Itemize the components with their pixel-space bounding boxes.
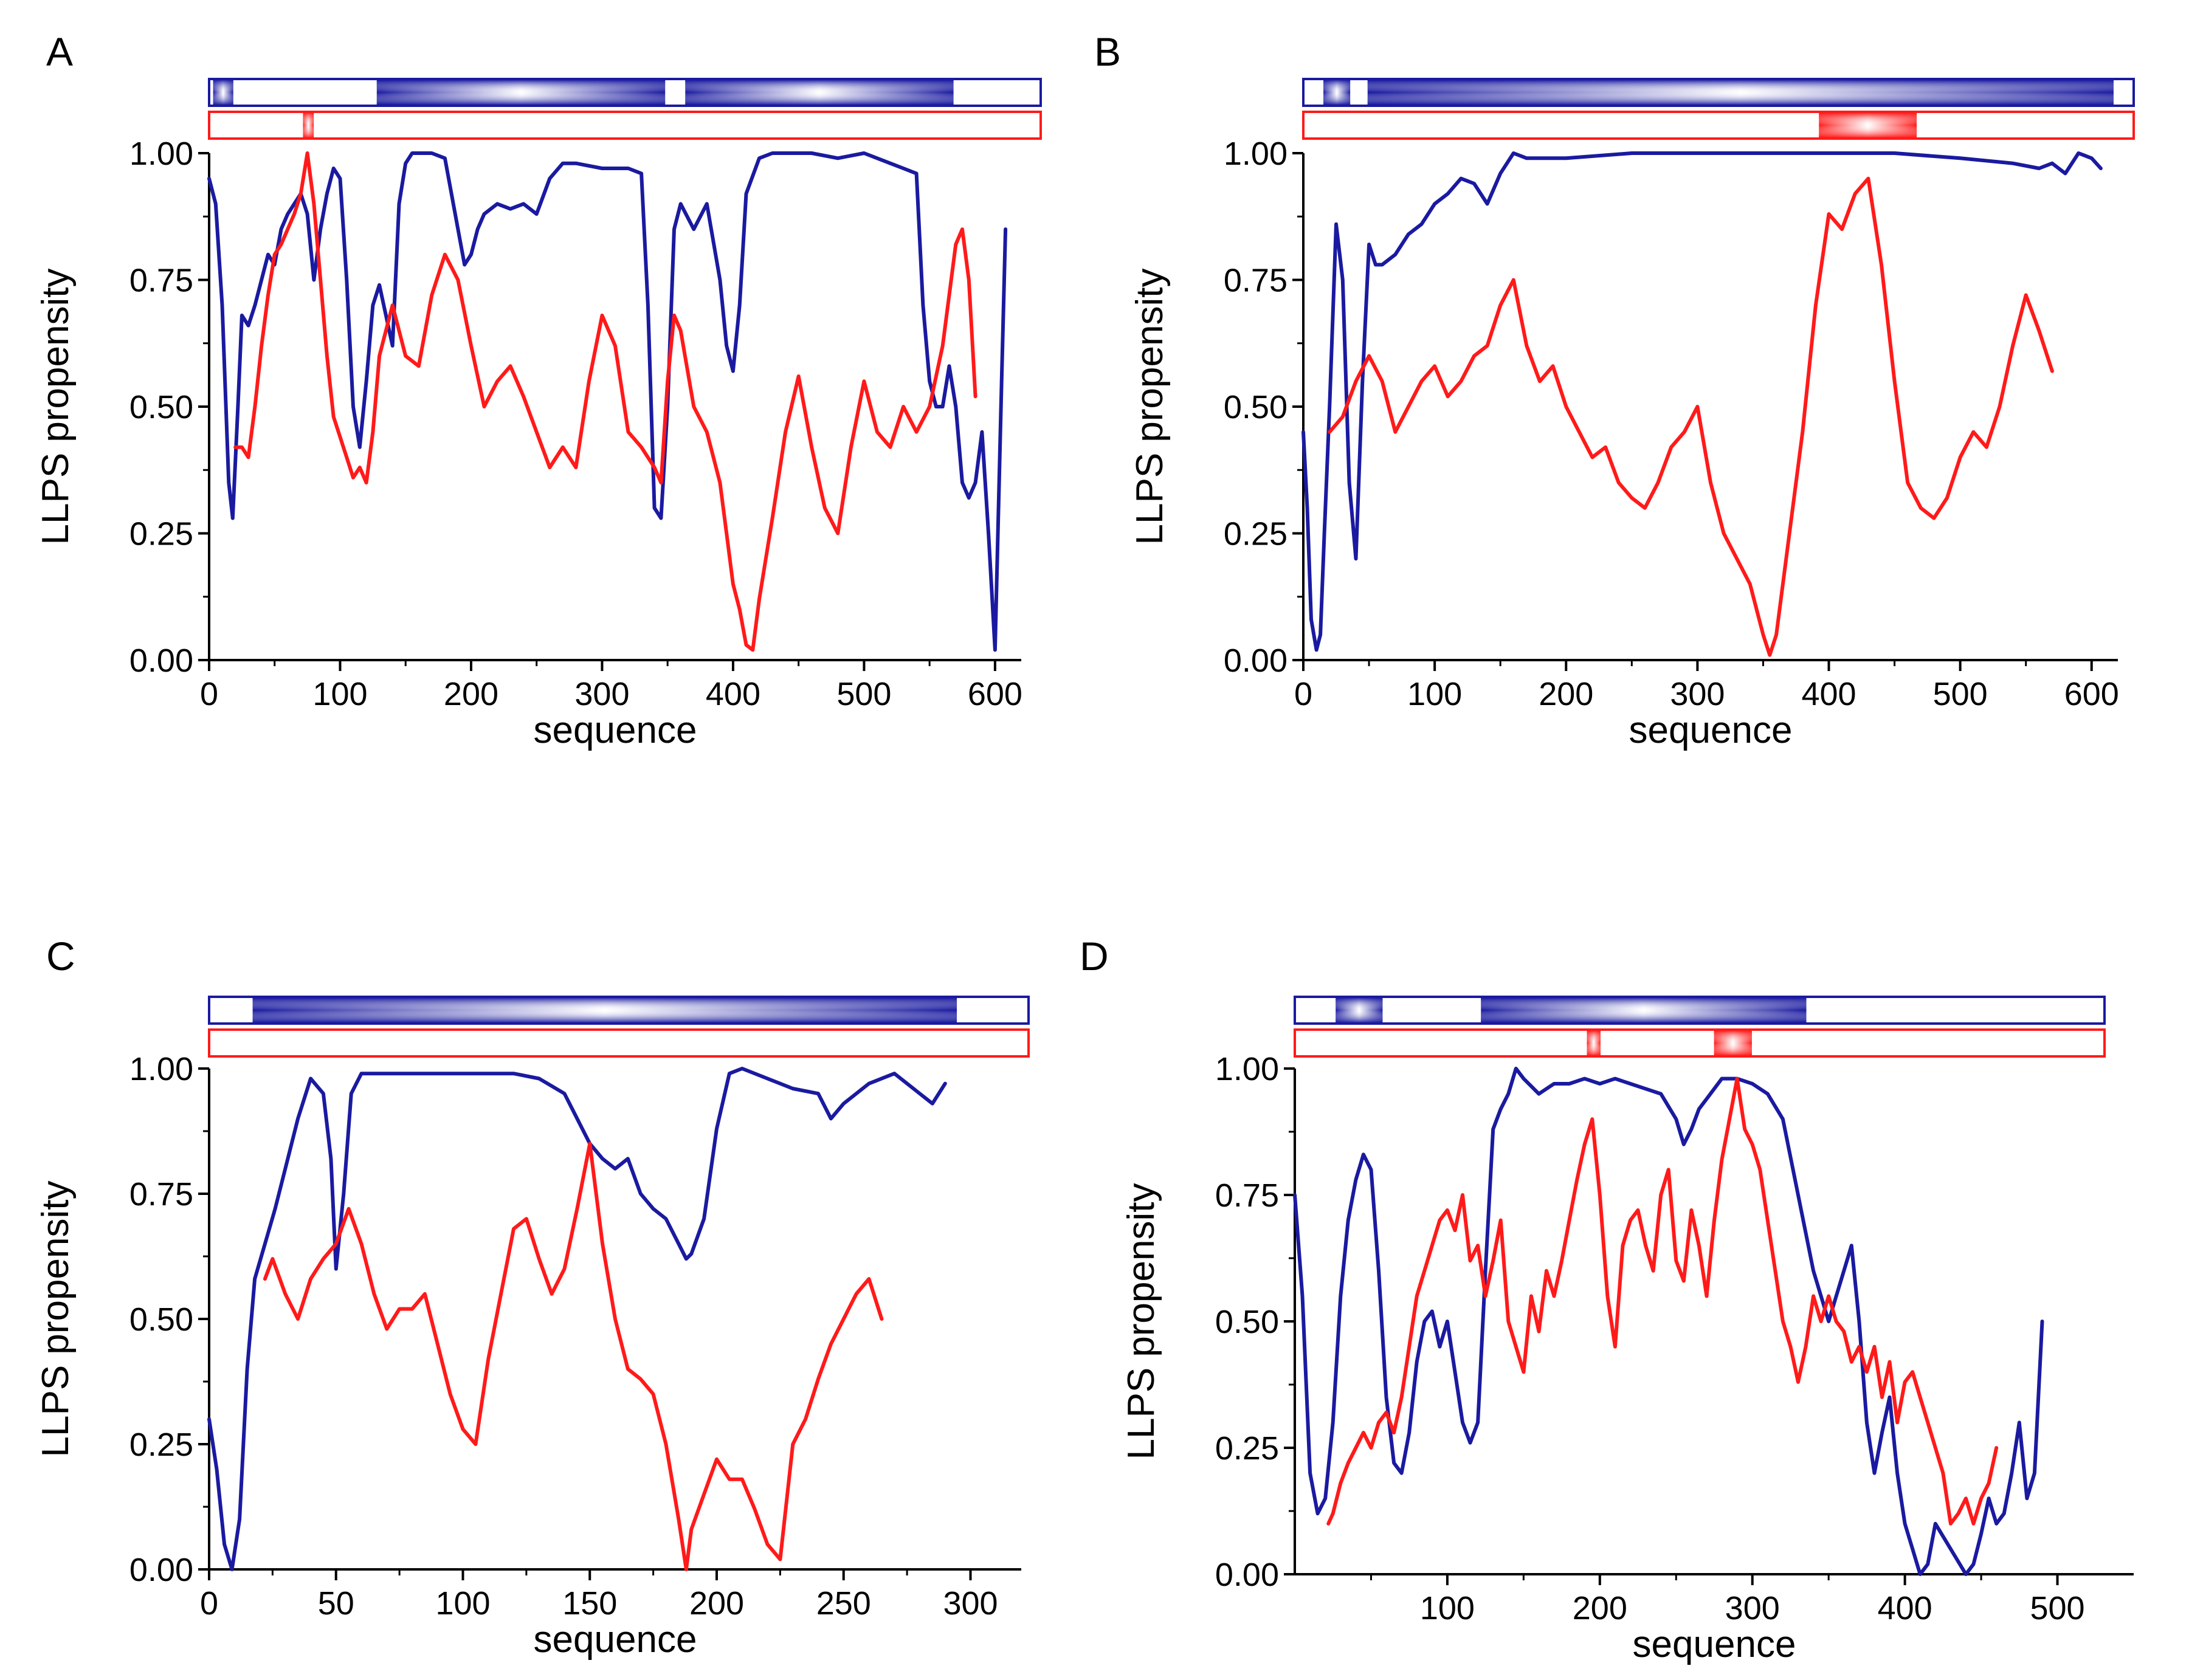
- blue-domain-segment-shade: [685, 80, 954, 105]
- panel-b: B 0.00 0.25 0.50 0.75 1.00 0 100 200 300 400 500 600…: [1094, 29, 2135, 751]
- x-tick-label: 250: [816, 1585, 871, 1622]
- y-tick-label: 0.50: [1224, 389, 1288, 425]
- x-tick-label: 200: [1573, 1590, 1627, 1627]
- series-line-blue: [207, 1067, 947, 1571]
- blue-domain-segment-shade: [376, 80, 666, 105]
- x-tick-label: 600: [968, 676, 1022, 712]
- y-tick-label: 0.00: [1215, 1557, 1279, 1593]
- x-tick-label: 300: [1725, 1590, 1780, 1627]
- red-domain-segment-shade: [1587, 1031, 1601, 1055]
- y-tick-label: 0.00: [129, 1552, 193, 1588]
- red-domain-segment-shade: [303, 113, 314, 137]
- panel-letter: B: [1094, 29, 1121, 74]
- y-tick-label: 0.25: [1224, 516, 1288, 553]
- y-tick-label: 0.25: [129, 1427, 193, 1463]
- y-tick-label: 1.00: [1215, 1051, 1279, 1087]
- x-tick-label: 200: [444, 676, 498, 712]
- panel-letter: D: [1080, 934, 1109, 979]
- x-tick-label: 200: [689, 1585, 744, 1622]
- x-tick-label: 100: [1407, 676, 1462, 712]
- x-tick-label: 100: [1420, 1590, 1475, 1627]
- x-tick-label: 50: [318, 1585, 354, 1622]
- x-tick-label: 0: [200, 676, 218, 712]
- series-line-red: [1326, 1076, 1999, 1526]
- y-tick-label: 0.25: [129, 516, 193, 553]
- series-line-red: [263, 1141, 884, 1571]
- y-tick-label: 0.00: [129, 642, 193, 679]
- series-line-blue: [1301, 151, 2103, 652]
- y-axis-title: LLPS propensity: [35, 269, 77, 545]
- x-tick-label: 400: [1878, 1590, 1932, 1627]
- x-axis-title: sequence: [534, 1619, 697, 1661]
- panel-letter: C: [46, 934, 75, 979]
- red-domain-bar: [208, 111, 1042, 140]
- blue-domain-segment-shade: [1336, 998, 1383, 1022]
- panel-c: C 0.00 0.25 0.50 0.75 1.00 0 50 100 150 200 250 300 s…: [35, 934, 1030, 1661]
- x-axis-title: sequence: [534, 709, 697, 751]
- red-domain-bar: [1294, 1028, 2106, 1058]
- x-tick-label: 0: [1294, 676, 1312, 712]
- x-tick-label: 300: [943, 1585, 998, 1622]
- red-domain-segment-shade: [1819, 113, 1917, 137]
- x-axis-title: sequence: [1633, 1623, 1796, 1665]
- blue-domain-segment-shade: [1323, 80, 1351, 105]
- x-tick-label: 500: [836, 676, 891, 712]
- y-tick-label: 0.25: [1215, 1430, 1279, 1467]
- y-tick-label: 0.00: [1224, 642, 1288, 679]
- panel-d: D 0.00 0.25 0.50 0.75 1.00 100 200 300 400 500 sequ…: [1080, 934, 2134, 1665]
- y-tick-label: 1.00: [129, 1051, 193, 1087]
- x-tick-label: 600: [2064, 676, 2119, 712]
- y-tick-label: 1.00: [129, 136, 193, 172]
- panel-letter: A: [46, 29, 73, 74]
- blue-domain-segment-shade: [1481, 998, 1807, 1022]
- y-tick-label: 0.50: [129, 389, 193, 425]
- y-tick-label: 0.75: [129, 1176, 193, 1213]
- y-tick-label: 0.50: [129, 1301, 193, 1338]
- y-axis-title: LLPS propensity: [35, 1181, 77, 1458]
- x-tick-label: 400: [706, 676, 760, 712]
- blue-domain-segment-shade: [213, 80, 233, 105]
- x-tick-label: 100: [312, 676, 367, 712]
- x-tick-label: 300: [1670, 676, 1725, 712]
- x-tick-label: 100: [435, 1585, 490, 1622]
- x-axis-title: sequence: [1629, 709, 1793, 751]
- panel-a: A 0.00 0.25 0.50 0.75 1.00 0 100 200 300 400 500 600…: [35, 29, 1042, 751]
- series-line-blue: [1293, 1067, 2044, 1576]
- series-line-red: [233, 151, 977, 652]
- red-domain-bar: [1302, 111, 2135, 140]
- y-tick-label: 0.50: [1215, 1304, 1279, 1340]
- y-tick-label: 1.00: [1224, 136, 1288, 172]
- y-tick-label: 0.75: [1215, 1177, 1279, 1214]
- red-domain-bar: [208, 1028, 1030, 1058]
- x-tick-label: 500: [1933, 676, 1988, 712]
- x-tick-label: 500: [2030, 1590, 2084, 1627]
- y-tick-label: 0.75: [129, 263, 193, 299]
- x-tick-label: 150: [562, 1585, 617, 1622]
- y-axis-title: LLPS propensity: [1129, 269, 1171, 545]
- series-line-blue: [207, 151, 1008, 652]
- blue-domain-segment-shade: [252, 998, 957, 1022]
- y-axis-title: LLPS propensity: [1120, 1183, 1162, 1460]
- blue-domain-segment-shade: [1367, 80, 2114, 105]
- x-tick-label: 0: [200, 1585, 218, 1622]
- y-tick-label: 0.75: [1224, 263, 1288, 299]
- red-domain-segment-shade: [1714, 1031, 1752, 1055]
- x-tick-label: 300: [574, 676, 629, 712]
- x-tick-label: 200: [1539, 676, 1593, 712]
- series-line-red: [1328, 176, 2054, 657]
- x-tick-label: 400: [1801, 676, 1856, 712]
